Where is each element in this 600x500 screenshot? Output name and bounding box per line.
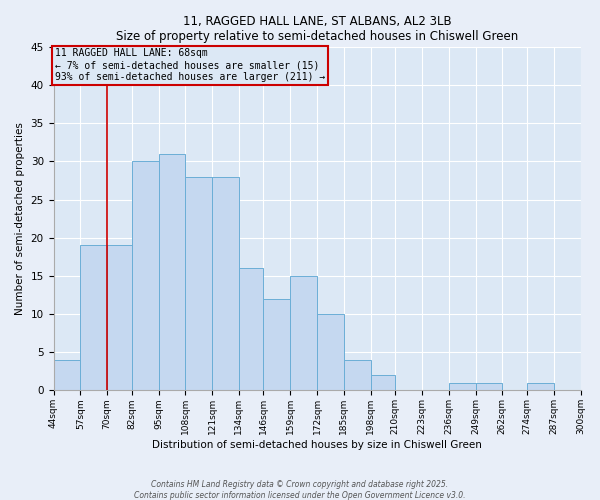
Bar: [53, 360, 80, 390]
Text: 11 RAGGED HALL LANE: 68sqm
← 7% of semi-detached houses are smaller (15)
93% of : 11 RAGGED HALL LANE: 68sqm ← 7% of semi-…: [55, 48, 325, 82]
Y-axis label: Number of semi-detached properties: Number of semi-detached properties: [15, 122, 25, 315]
Bar: [107, 246, 132, 390]
Bar: [476, 383, 502, 390]
Bar: [158, 154, 185, 390]
Bar: [344, 360, 371, 390]
Text: Contains HM Land Registry data © Crown copyright and database right 2025.
Contai: Contains HM Land Registry data © Crown c…: [134, 480, 466, 500]
Bar: [449, 383, 476, 390]
Bar: [290, 276, 317, 390]
Bar: [263, 299, 290, 390]
Bar: [80, 246, 107, 390]
Title: 11, RAGGED HALL LANE, ST ALBANS, AL2 3LB
Size of property relative to semi-detac: 11, RAGGED HALL LANE, ST ALBANS, AL2 3LB…: [116, 15, 518, 43]
Bar: [317, 314, 344, 390]
Bar: [212, 176, 239, 390]
Bar: [132, 162, 158, 390]
Bar: [185, 176, 212, 390]
X-axis label: Distribution of semi-detached houses by size in Chiswell Green: Distribution of semi-detached houses by …: [152, 440, 482, 450]
Bar: [239, 268, 263, 390]
Bar: [371, 375, 395, 390]
Bar: [527, 383, 554, 390]
